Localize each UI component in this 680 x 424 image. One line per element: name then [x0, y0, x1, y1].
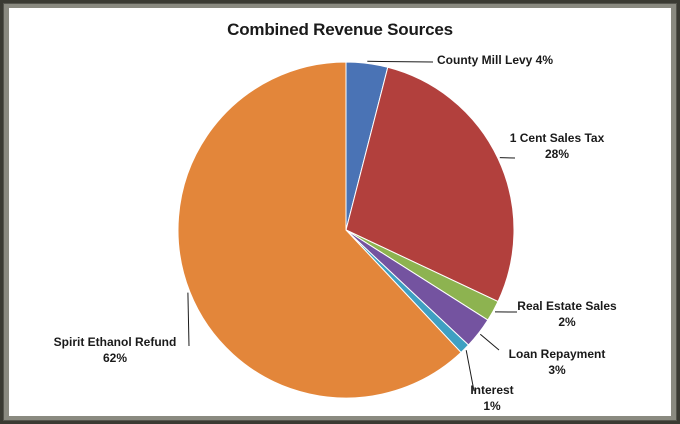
- slice-label-name: Spirit Ethanol Refund: [54, 335, 177, 349]
- chart-panel: Combined Revenue Sources County Mill Lev…: [9, 8, 671, 416]
- leader-line: [479, 333, 500, 351]
- slice-label: County Mill Levy 4%: [437, 53, 553, 67]
- slice-label: Real Estate Sales 2%: [517, 299, 617, 329]
- slice-label-percent: 3%: [548, 363, 566, 377]
- slice-label-percent: 28%: [545, 147, 569, 161]
- slice-label: 1 Cent Sales Tax 28%: [510, 131, 605, 161]
- slice-label-name: 1 Cent Sales Tax: [510, 131, 605, 145]
- slice-label: Interest 1%: [470, 383, 513, 413]
- leader-line: [465, 350, 475, 392]
- chart-title: Combined Revenue Sources: [227, 20, 453, 39]
- slice-label-name: Interest: [470, 383, 513, 397]
- slice-label-name: Loan Repayment: [509, 347, 606, 361]
- slice-label-name: Real Estate Sales: [517, 299, 617, 313]
- slice-label: Loan Repayment 3%: [509, 347, 606, 377]
- pie-slice-1-cent-sales-tax: [345, 66, 515, 303]
- slice-label-percent: 2%: [558, 315, 576, 329]
- pie-chart: County Mill Levy 4% 1 Cent Sales Tax 28% Re…: [54, 53, 617, 413]
- leader-line: [367, 60, 434, 63]
- chart-frame: Combined Revenue Sources County Mill Lev…: [3, 3, 677, 421]
- slice-label-percent: 1%: [483, 399, 501, 413]
- slice-label-percent: 62%: [103, 351, 127, 365]
- leader-line: [187, 292, 190, 347]
- pie-slice-spirit-ethanol-refund: [177, 61, 462, 399]
- slice-label: Spirit Ethanol Refund 62%: [54, 335, 177, 365]
